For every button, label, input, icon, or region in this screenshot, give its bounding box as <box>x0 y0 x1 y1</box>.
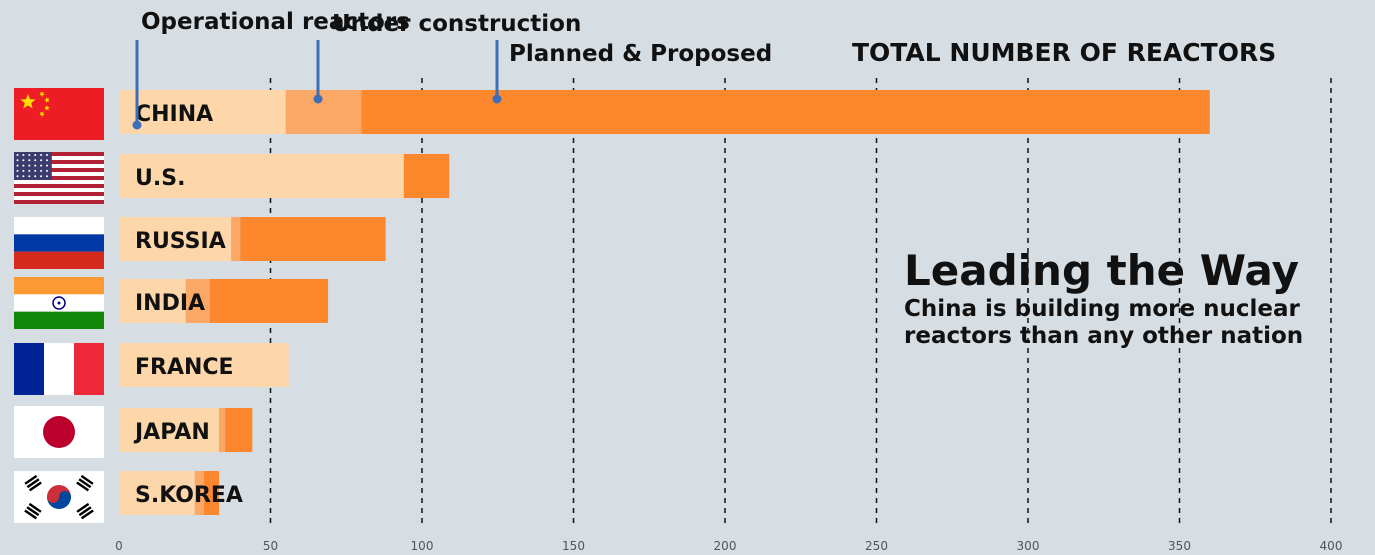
bar-row: INDIA <box>119 279 329 323</box>
x-tick-label: 400 <box>1320 539 1343 553</box>
bar-row: RUSSIA <box>119 217 386 261</box>
legend-callout <box>313 40 323 104</box>
x-tick-label: 50 <box>263 539 278 553</box>
bar-row: CHINA <box>119 90 1210 134</box>
south-korea-flag-icon <box>14 471 104 523</box>
category-label: RUSSIA <box>135 229 226 254</box>
chart-subtitle: Leading the Way <box>904 246 1299 295</box>
bar-segment <box>119 471 195 515</box>
japan-flag-icon <box>14 406 104 458</box>
bar-row: U.S. <box>119 154 450 198</box>
legend-operational-label: Operational reactors <box>141 9 410 35</box>
category-label: INDIA <box>135 291 205 316</box>
bar-segment <box>209 279 329 323</box>
category-label: CHINA <box>135 102 213 127</box>
category-label: S.KOREA <box>135 483 243 508</box>
x-tick-label: 300 <box>1017 539 1040 553</box>
bar-segment <box>361 90 1210 134</box>
bar-segment <box>285 90 362 134</box>
china-flag-icon <box>14 88 104 140</box>
bar-segment <box>119 279 186 323</box>
bar-row: JAPAN <box>119 408 253 452</box>
france-flag-icon <box>14 343 104 395</box>
bar-segment <box>185 279 210 323</box>
bar-segment <box>119 408 219 452</box>
gridlines <box>269 78 1332 527</box>
bar-row: S.KOREA <box>119 471 243 515</box>
legend-pointer-dot <box>132 120 142 130</box>
category-label: JAPAN <box>133 420 210 445</box>
chart-annotation: China is building more nuclear reactors … <box>904 296 1304 349</box>
bar-segment <box>231 217 241 261</box>
x-tick-label: 150 <box>562 539 585 553</box>
bar-row: FRANCE <box>119 343 289 387</box>
x-tick-label: 0 <box>115 539 123 553</box>
legend-callout <box>132 40 142 130</box>
legend-construction-label: Under construction <box>332 11 582 37</box>
legend-pointer-dot <box>492 94 502 104</box>
usa-flag-icon <box>14 152 104 204</box>
x-tick-label: 350 <box>1168 539 1191 553</box>
x-tick-label: 100 <box>411 539 434 553</box>
bar-segment <box>225 408 253 452</box>
bar-segment <box>203 471 219 515</box>
bar-segment <box>119 154 404 198</box>
legend-pointer-dot <box>313 94 323 104</box>
category-label: FRANCE <box>135 355 234 380</box>
x-tick-label: 200 <box>714 539 737 553</box>
india-flag-icon <box>14 277 104 329</box>
bar-segment <box>218 408 226 452</box>
bar-segment <box>194 471 204 515</box>
russia-flag-icon <box>14 217 104 269</box>
legend-callout <box>492 40 502 104</box>
legend-planned-label: Planned & Proposed <box>509 41 773 67</box>
bar-segment <box>119 90 286 134</box>
bar-segment <box>119 217 232 261</box>
bar-segment <box>119 343 289 387</box>
category-label: U.S. <box>135 166 185 191</box>
chart-title: TOTAL NUMBER OF REACTORS <box>852 38 1277 67</box>
bar-segment <box>403 154 450 198</box>
bar-segment <box>240 217 386 261</box>
x-tick-label: 250 <box>865 539 888 553</box>
